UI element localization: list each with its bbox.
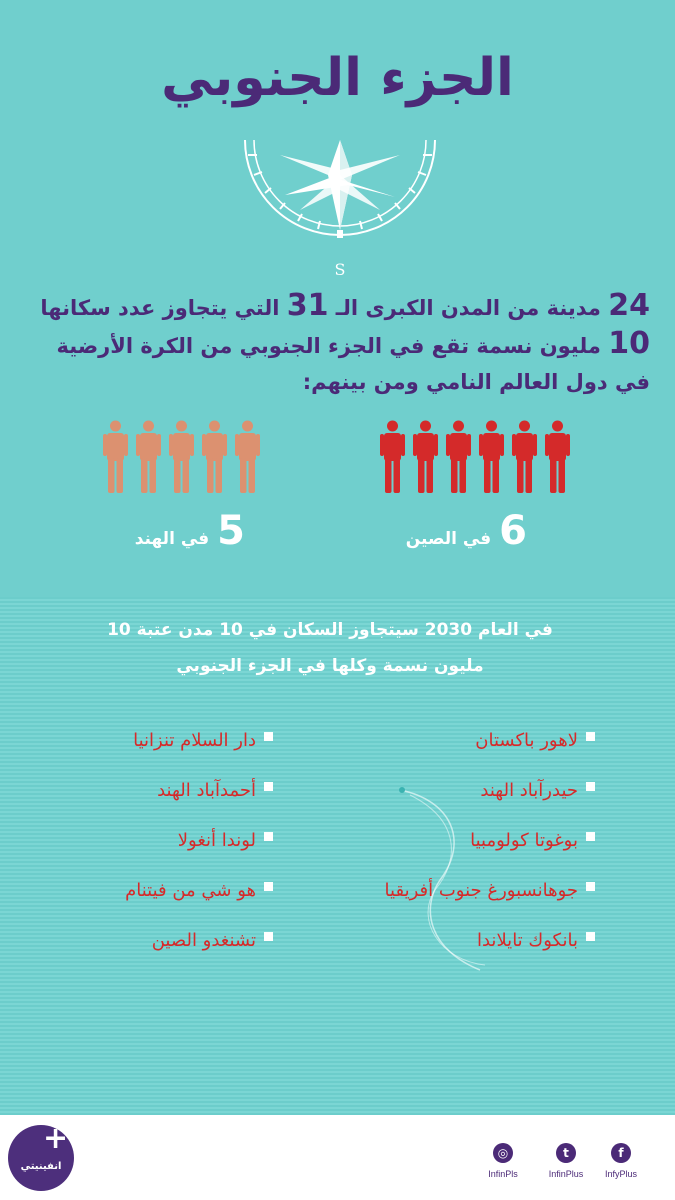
china-count-label: في الصين (405, 529, 492, 549)
person-icon (446, 420, 471, 493)
india-count-label: في الهند (134, 529, 210, 549)
plus-icon: + (43, 1121, 69, 1156)
projection-heading: في العام 2030 سيتجاوز السكان في 10 مدن ع… (95, 612, 565, 684)
china-count: 6 في الصين (406, 508, 527, 554)
china-people-row (380, 420, 570, 493)
india-count: 5 في الهند (135, 508, 245, 554)
bullet-icon (586, 932, 595, 941)
facebook-handle: InfyPlus (604, 1169, 637, 1179)
person-icon (235, 420, 260, 493)
top-section (0, 0, 675, 597)
twitter-link[interactable]: t InfinPlus (541, 1143, 591, 1179)
bullet-icon (586, 782, 595, 791)
intro-number-10: 10 (608, 326, 650, 361)
cities-list-left: دار السلام تنزانيا أحمدآباد الهند لوندا … (3, 730, 273, 980)
brand-logo[interactable]: + انفينيتي (8, 1121, 74, 1191)
facebook-icon: f (611, 1143, 631, 1163)
bullet-icon (586, 882, 595, 891)
list-item: لاهور باكستان (325, 730, 595, 780)
intro-number-31: 31 (286, 288, 329, 323)
intro-text-3: مليون نسمة تقع في الجزء الجنوبي من الكرة… (56, 334, 650, 394)
person-icon (103, 420, 128, 493)
india-people-row (103, 420, 260, 493)
projection-line-1: في العام 2030 سيتجاوز السكان في 10 مدن ع… (107, 620, 553, 640)
china-count-number: 6 (499, 508, 527, 554)
list-item: بوغوتا كولومبيا (325, 830, 595, 880)
person-icon (479, 420, 504, 493)
instagram-link[interactable]: ◎ InfinPls (478, 1143, 528, 1179)
cities-list-right: لاهور باكستان حيدرآباد الهند بوغوتا كولو… (325, 730, 595, 980)
intro-text-1: مدينة من المدن الكبرى الـ (328, 296, 609, 320)
intro-paragraph: 24 مدينة من المدن الكبرى الـ 31 التي يتج… (22, 288, 650, 400)
bullet-icon (264, 832, 273, 841)
list-item: بانكوك تايلاندا (325, 930, 595, 980)
bullet-icon (264, 932, 273, 941)
instagram-icon: ◎ (493, 1143, 513, 1163)
facebook-link[interactable]: f InfyPlus (596, 1143, 646, 1179)
person-icon (169, 420, 194, 493)
projection-line-2: مليون نسمة وكلها في الجزء الجنوبي (176, 656, 484, 676)
list-item: دار السلام تنزانيا (3, 730, 273, 780)
person-icon (136, 420, 161, 493)
person-icon (202, 420, 227, 493)
compass-letter: S (335, 260, 346, 279)
intro-number-24: 24 (608, 288, 650, 323)
bullet-icon (264, 882, 273, 891)
person-icon (413, 420, 438, 493)
intro-text-2: التي يتجاوز عدد سكانها (40, 296, 287, 320)
list-item: حيدرآباد الهند (325, 780, 595, 830)
list-item: تشنغدو الصين (3, 930, 273, 980)
person-icon (512, 420, 537, 493)
list-item: جوهانسبورغ جنوب أفريقيا (325, 880, 595, 930)
instagram-handle: InfinPls (488, 1169, 518, 1179)
person-icon (545, 420, 570, 493)
brand-logo-text: انفينيتي (20, 1161, 62, 1172)
page-title: الجزء الجنوبي (161, 48, 514, 108)
india-count-number: 5 (217, 508, 245, 554)
swirl-decoration-icon (399, 787, 486, 971)
list-item: أحمدآباد الهند (3, 780, 273, 830)
twitter-handle: InfinPlus (548, 1169, 584, 1179)
striped-section (0, 597, 675, 1115)
bullet-icon (264, 782, 273, 791)
bullet-icon (586, 732, 595, 741)
list-item: لوندا أنغولا (3, 830, 273, 880)
bullet-icon (264, 732, 273, 741)
compass-icon: S (244, 139, 436, 279)
list-item: هو شي من فيتنام (3, 880, 273, 930)
twitter-icon: t (556, 1143, 576, 1163)
person-icon (380, 420, 405, 493)
bullet-icon (586, 832, 595, 841)
